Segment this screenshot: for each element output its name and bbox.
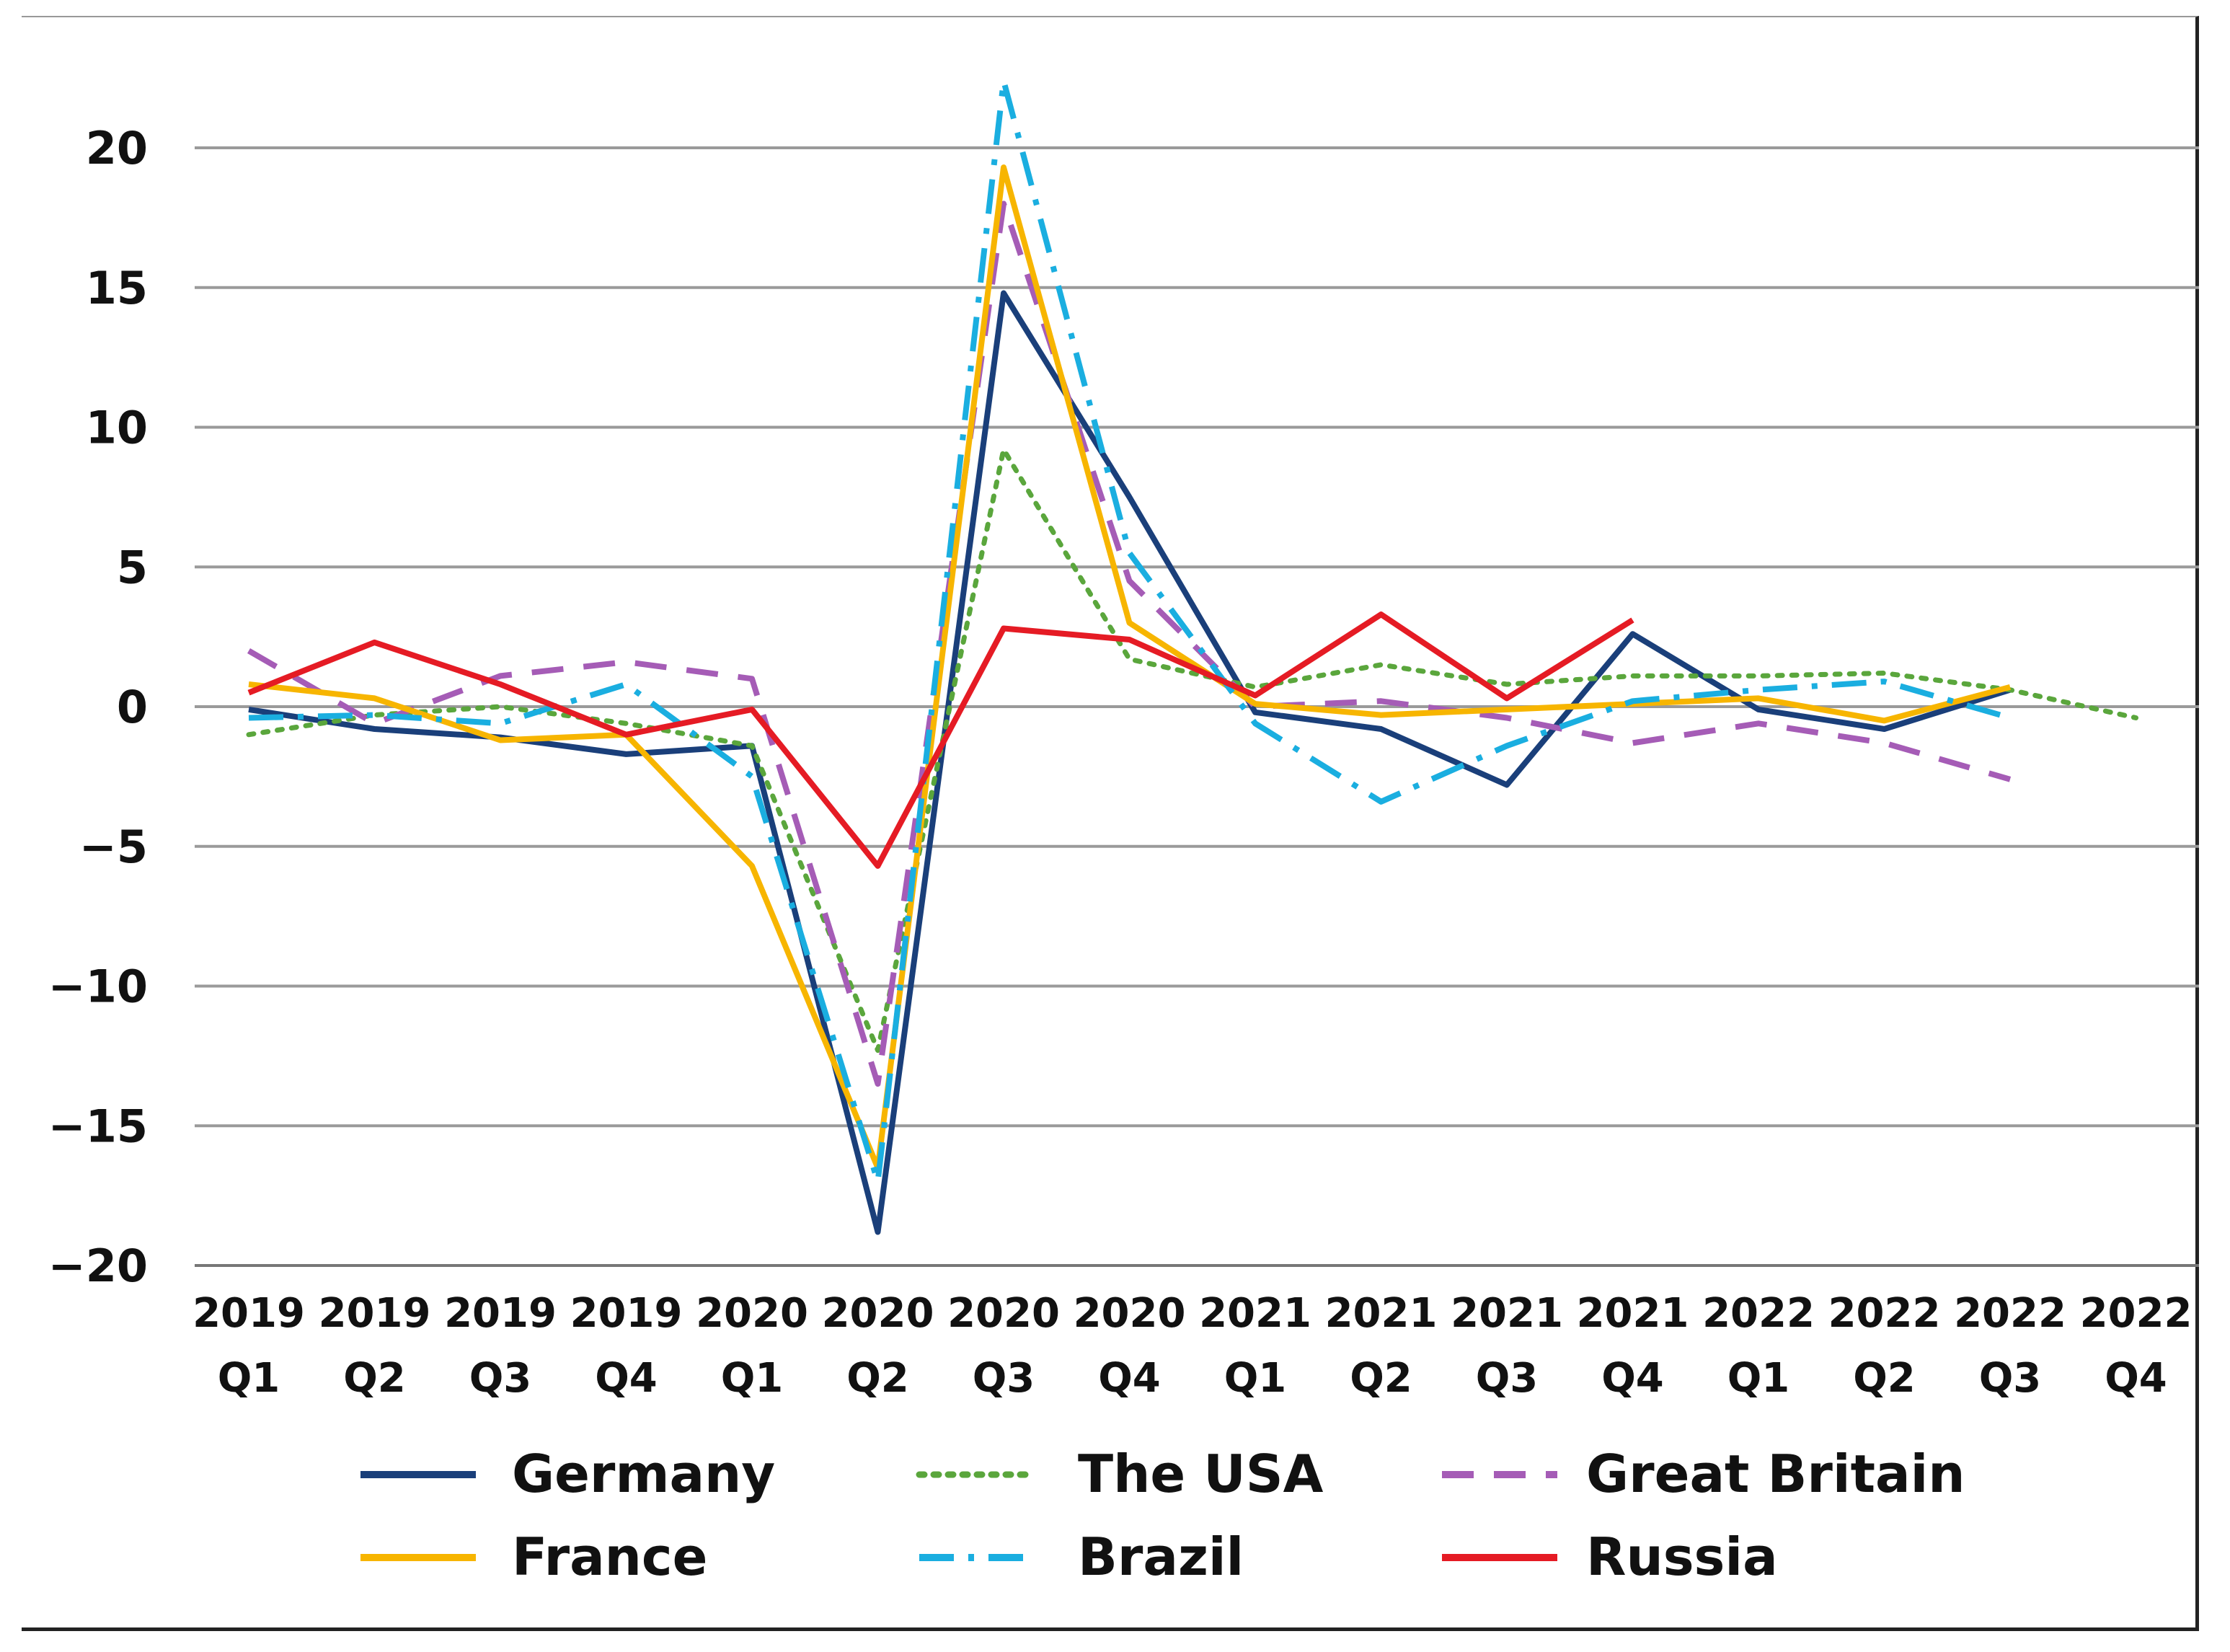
y-tick-label: 5 [117,541,148,593]
y-tick-label: −15 [48,1100,148,1152]
x-tick-label: 2019 Q3 [444,1290,557,1402]
x-tick-label: 2021 Q3 [1451,1290,1563,1402]
legend-label: Brazil [1078,1527,1244,1587]
gridlines [195,146,2199,1267]
y-tick-label: 10 [86,402,148,454]
y-tick-label: −10 [48,960,148,1013]
series-lines [246,78,2138,1235]
series-line-the-usa [246,447,2138,1054]
x-tick-label: 2019 Q4 [570,1290,683,1402]
legend-label: Germany [512,1444,775,1504]
x-tick-label: 2020 Q4 [1074,1290,1186,1402]
legend-label: Russia [1586,1527,1778,1587]
x-tick-label: 2020 Q2 [822,1290,934,1402]
x-tick-label: 2019 Q1 [193,1290,305,1402]
y-axis-tick-labels: 20 15 10 5 0 −5 −10 −15 −20 [48,122,148,1292]
x-tick-label: 2019 Q2 [319,1290,431,1402]
x-tick-label: 2021 Q2 [1325,1290,1438,1402]
chart-frame [22,16,2199,1631]
legend: Germany The USA Great Britain France Brazil R… [360,1444,1965,1587]
series-line-great-britain [247,200,2012,1087]
x-tick-label: 2022 Q1 [1702,1290,1815,1402]
legend-label: Great Britain [1586,1444,1965,1504]
y-tick-label: 15 [86,262,148,314]
y-tick-label: 0 [117,681,148,733]
y-tick-label: −20 [48,1240,148,1292]
x-tick-label: 2022 Q2 [1828,1290,1941,1402]
legend-label: The USA [1078,1444,1324,1504]
series-line-france [248,164,2012,1171]
series-line-brazil [248,78,2012,1185]
series-line-russia [247,611,1634,869]
y-tick-label: 20 [86,122,148,175]
series-line-germany [248,290,2012,1235]
x-tick-label: 2020 Q1 [696,1290,808,1402]
x-tick-label: 2021 Q1 [1199,1290,1311,1402]
x-tick-label: 2022 Q3 [1954,1290,2066,1402]
x-tick-label: 2022 Q4 [2080,1290,2193,1402]
y-tick-label: −5 [79,821,148,873]
legend-label: France [512,1527,707,1587]
x-tick-label: 2020 Q3 [947,1290,1060,1402]
x-tick-label: 2021 Q4 [1577,1290,1689,1402]
